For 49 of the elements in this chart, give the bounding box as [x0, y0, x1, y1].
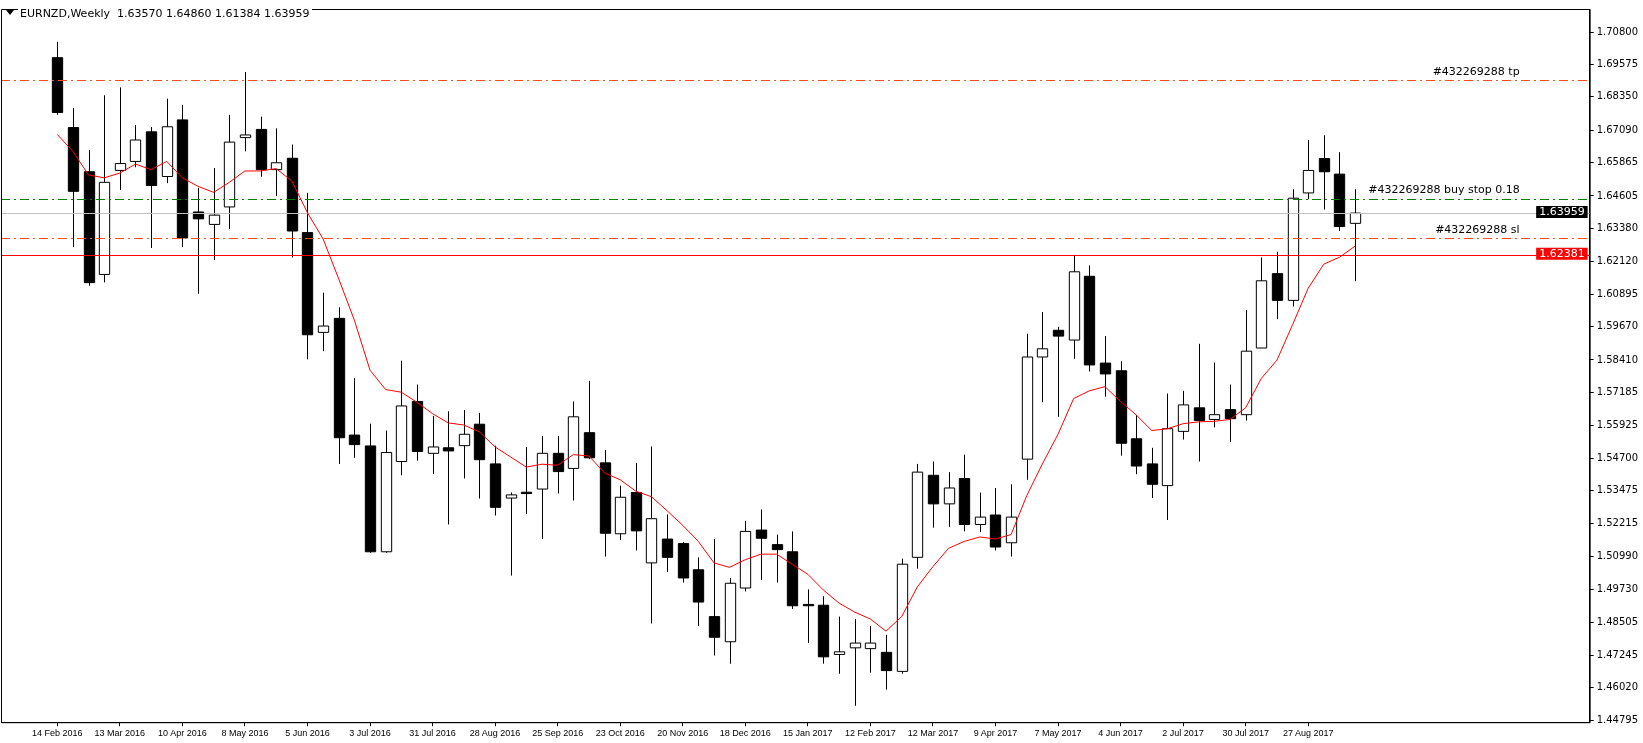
- ref-line-label: #432269288 buy stop 0.18: [1368, 183, 1520, 197]
- y-tick-label: 1.68350: [1596, 90, 1639, 102]
- ref-line-label: 1.63959: [1539, 205, 1585, 219]
- y-tick-label: 1.57185: [1596, 385, 1639, 397]
- y-tick-label: 1.53475: [1596, 484, 1639, 496]
- x-tick-label: 7 May 2017: [1034, 728, 1082, 739]
- y-tick-label: 1.49730: [1596, 583, 1639, 595]
- y-tick-label: 1.67090: [1596, 123, 1639, 135]
- x-tick-label: 9 Apr 2017: [973, 728, 1018, 739]
- y-tick-label: 1.54700: [1596, 451, 1639, 463]
- ref-line-label: 1.62381: [1539, 247, 1585, 261]
- y-tick-label: 1.60895: [1596, 287, 1639, 299]
- x-tick-label: 28 Aug 2016: [469, 728, 521, 739]
- x-tick-label: 23 Oct 2016: [595, 728, 645, 739]
- x-tick-label: 31 Jul 2016: [409, 728, 456, 739]
- y-tick-label: 1.48505: [1596, 615, 1639, 627]
- y-tick-label: 1.58410: [1596, 353, 1639, 365]
- y-tick-label: 1.65865: [1596, 156, 1639, 168]
- y-tick-label: 1.50990: [1596, 549, 1639, 561]
- x-tick-label: 27 Aug 2017: [1282, 728, 1334, 739]
- y-tick-label: 1.70800: [1596, 25, 1639, 37]
- x-tick-label: 3 Jul 2016: [349, 728, 391, 739]
- y-tick-label: 1.63380: [1596, 221, 1639, 233]
- chart-title: EURNZD,Weekly 1.63570 1.64860 1.61384 1.63959: [18, 7, 312, 20]
- x-tick-label: 2 Jul 2017: [1162, 728, 1204, 739]
- x-tick-label: 20 Nov 2016: [657, 728, 709, 739]
- ref-line-label: #432269288 tp: [1432, 64, 1520, 78]
- x-tick-label: 15 Jan 2017: [783, 728, 833, 739]
- x-tick-label: 5 Jun 2016: [285, 728, 330, 739]
- y-tick-label: 1.52215: [1596, 517, 1639, 529]
- ref-line-label: #432269288 sl: [1435, 222, 1520, 236]
- y-tick-label: 1.69575: [1596, 58, 1639, 70]
- x-tick-label: 18 Dec 2016: [719, 728, 771, 739]
- y-tick-label: 1.62120: [1596, 255, 1639, 267]
- x-tick-label: 10 Apr 2016: [158, 728, 207, 739]
- y-tick-label: 1.46020: [1596, 681, 1639, 693]
- y-tick-label: 1.59670: [1596, 320, 1639, 332]
- x-tick-label: 4 Jun 2017: [1098, 728, 1143, 739]
- x-tick-label: 12 Mar 2017: [907, 728, 959, 739]
- x-tick-label: 13 Mar 2016: [94, 728, 146, 739]
- x-tick-label: 25 Sep 2016: [532, 728, 584, 739]
- x-tick-label: 12 Feb 2017: [845, 728, 896, 739]
- y-tick-label: 1.55925: [1596, 419, 1639, 431]
- y-tick-label: 1.64605: [1596, 189, 1639, 201]
- y-tick-label: 1.44795: [1596, 713, 1639, 725]
- x-tick-label: 8 May 2016: [221, 728, 269, 739]
- y-tick-label: 1.47245: [1596, 648, 1639, 660]
- x-tick-label: 14 Feb 2016: [32, 728, 83, 739]
- x-tick-label: 30 Jul 2017: [1222, 728, 1269, 739]
